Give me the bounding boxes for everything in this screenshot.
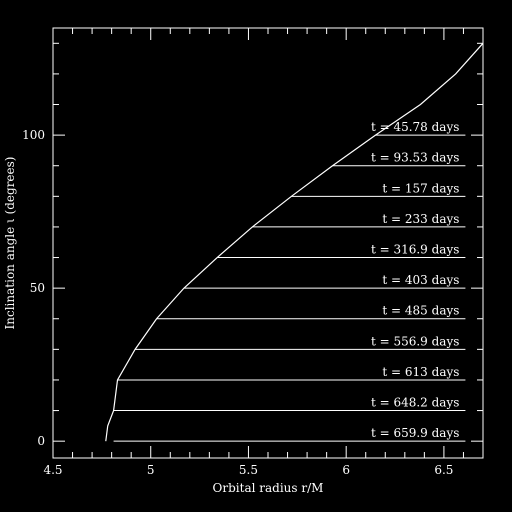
x-tick-label: 5	[147, 463, 155, 477]
x-tick-label: 6	[342, 463, 350, 477]
level-label: t = 45.78 days	[371, 120, 459, 134]
y-axis-label: Inclination angle ι (degrees)	[3, 157, 17, 330]
level-label: t = 157 days	[382, 181, 459, 195]
curve	[105, 42, 484, 442]
level-label: t = 403 days	[382, 273, 459, 287]
level-label: t = 485 days	[382, 304, 459, 318]
x-tick-label: 5.5	[239, 463, 258, 477]
level-label: t = 93.53 days	[371, 151, 459, 165]
level-label: t = 316.9 days	[371, 243, 459, 257]
x-tick-label: 4.5	[43, 463, 62, 477]
x-tick-label: 6.5	[434, 463, 453, 477]
y-tick-label: 50	[30, 281, 45, 295]
level-label: t = 659.9 days	[371, 426, 459, 440]
y-tick-label: 0	[37, 434, 45, 448]
level-label: t = 233 days	[382, 212, 459, 226]
level-label: t = 648.2 days	[371, 396, 459, 410]
y-tick-label: 100	[22, 128, 45, 142]
x-axis-label: Orbital radius r/M	[213, 481, 324, 495]
level-label: t = 556.9 days	[371, 334, 459, 348]
level-label: t = 613 days	[382, 365, 459, 379]
